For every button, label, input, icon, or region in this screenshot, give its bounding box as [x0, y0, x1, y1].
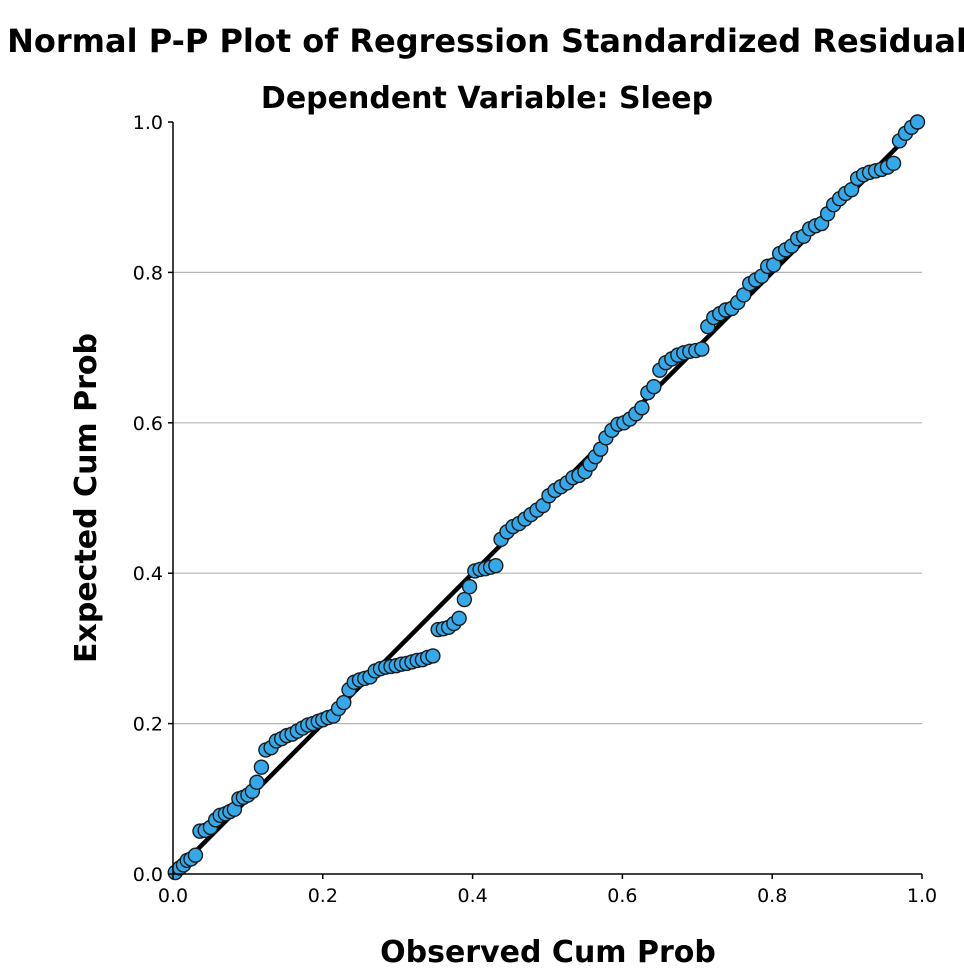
y-axis-label: Expected Cum Prob	[69, 333, 104, 663]
data-point-91	[646, 379, 662, 395]
data-point-58	[456, 591, 473, 608]
data-point-59	[461, 579, 478, 595]
data-point-19	[253, 759, 270, 775]
axes	[172, 122, 922, 875]
x-tick-labels: 0.0 0.2 0.4 0.6 0.8 1.0	[158, 874, 937, 907]
data-point-89	[634, 400, 650, 416]
data-point-64	[488, 557, 504, 574]
grid-lines	[173, 271, 922, 725]
x-tick-label-5: 1.0	[907, 885, 937, 907]
y-tick-label-1: 0.2	[133, 714, 163, 736]
data-point-57	[451, 610, 467, 627]
x-tick-label-0: 0.0	[158, 885, 188, 907]
data-points	[167, 114, 926, 881]
y-tick-label-2: 0.4	[133, 563, 163, 585]
y-tick-labels: 0.0 0.2 0.4 0.6 0.8 1.0	[133, 112, 173, 886]
data-point-5	[187, 847, 204, 863]
data-point-131	[885, 155, 902, 172]
x-tick-label-3: 0.6	[607, 885, 637, 907]
data-point-18	[249, 774, 265, 790]
x-tick-label-4: 0.8	[757, 885, 787, 907]
y-tick-label-5: 1.0	[133, 112, 163, 134]
data-point-135	[909, 114, 926, 130]
y-tick-label-4: 0.8	[133, 262, 163, 284]
y-tick-label-0: 0.0	[133, 864, 163, 886]
x-tick-label-2: 0.4	[457, 885, 487, 907]
x-tick-label-1: 0.2	[308, 885, 338, 907]
data-point-99	[694, 341, 710, 357]
chart-subtitle: Dependent Variable: Sleep	[261, 81, 713, 116]
data-point-35	[336, 694, 352, 711]
data-point-52	[425, 648, 441, 664]
x-axis-label: Observed Cum Prob	[380, 935, 716, 970]
chart-title: Normal P-P Plot of Regression Standardiz…	[7, 22, 964, 60]
y-tick-label-3: 0.6	[133, 413, 163, 435]
